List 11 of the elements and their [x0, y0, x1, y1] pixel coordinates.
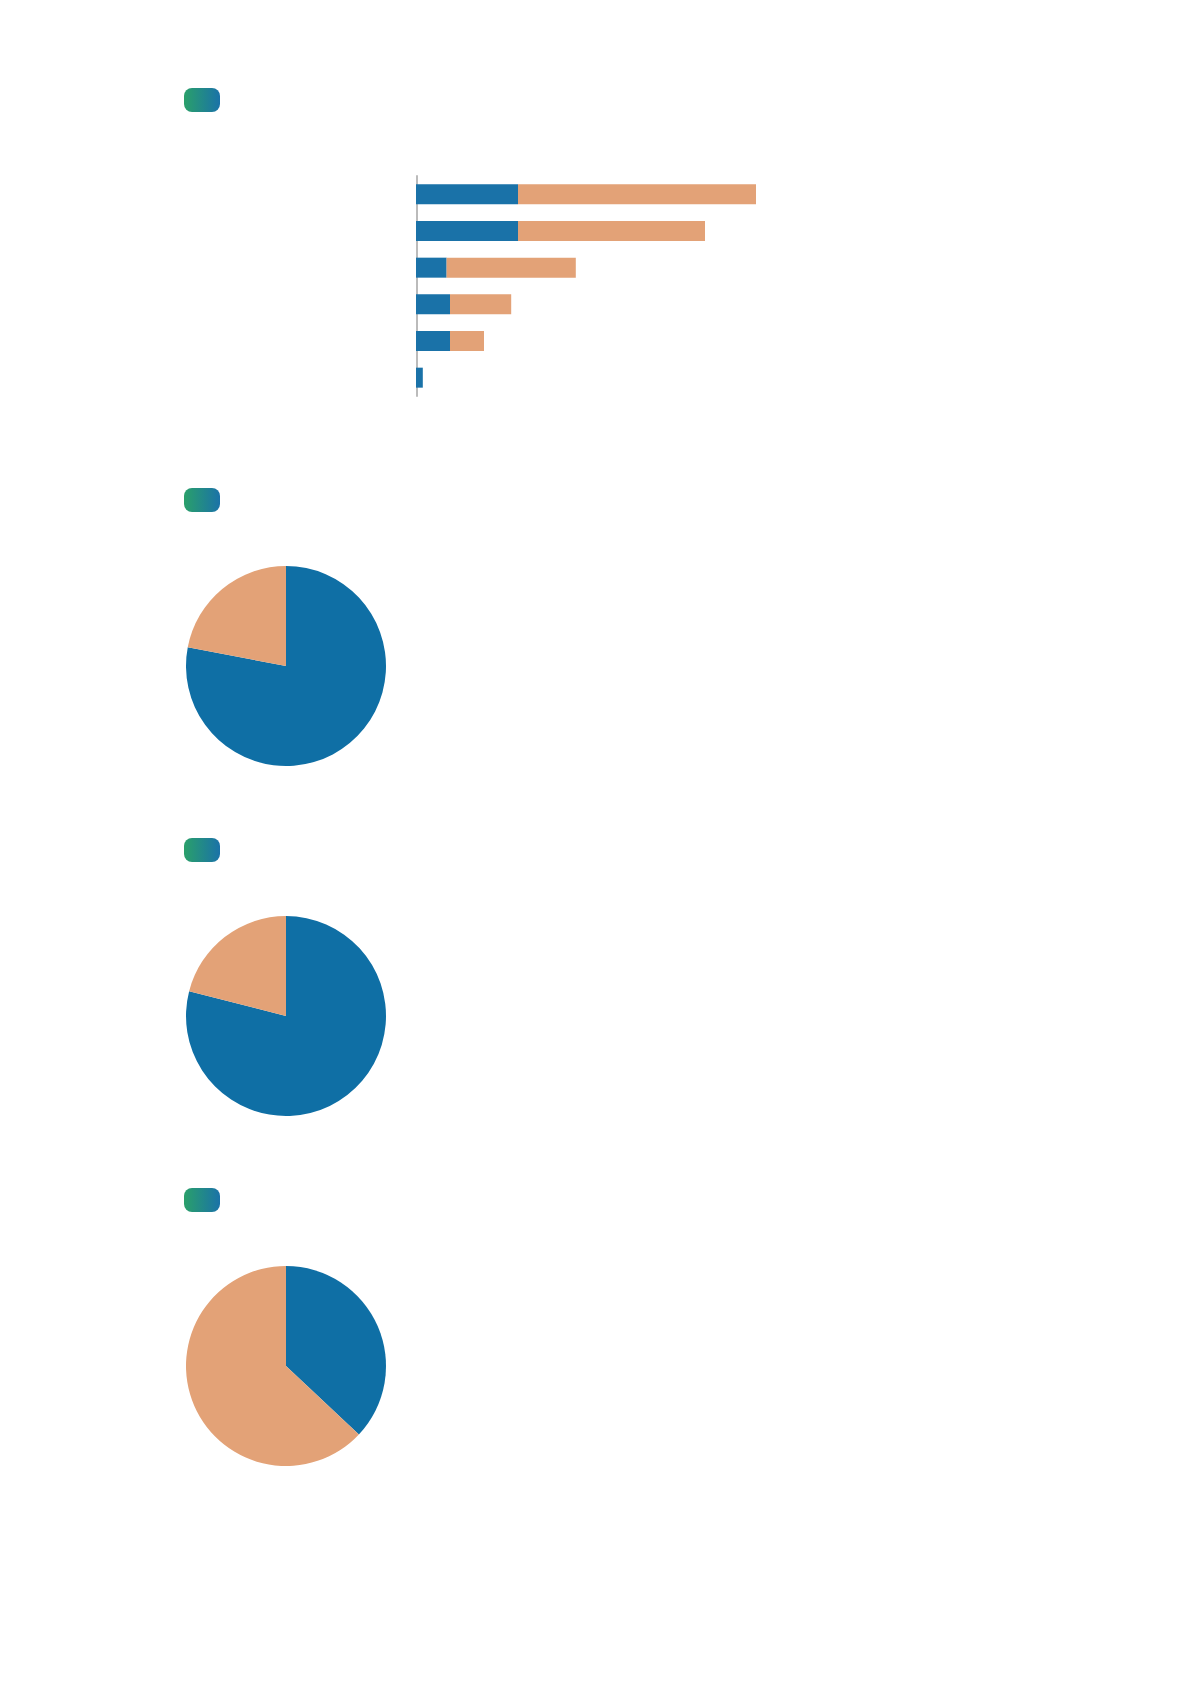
bar — [416, 331, 450, 351]
bar — [518, 221, 705, 241]
bar — [450, 331, 484, 351]
bar — [450, 294, 512, 315]
bar — [416, 221, 518, 241]
bar — [518, 184, 756, 205]
bar — [416, 257, 447, 278]
bar — [416, 367, 423, 388]
bar — [416, 294, 450, 315]
bar — [416, 184, 518, 205]
bar — [446, 257, 576, 278]
